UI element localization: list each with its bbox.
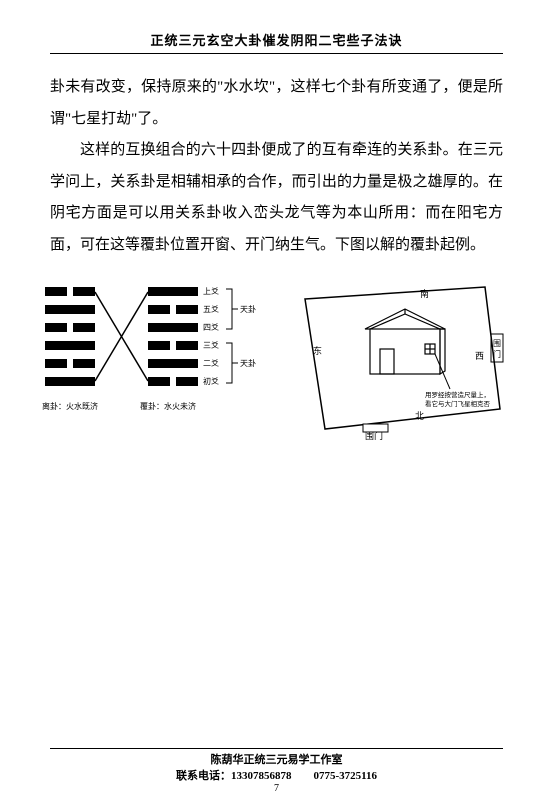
right-hexagram	[148, 287, 198, 386]
house-diagram: 南 东 西 北 围门 围 门 用罗经按营造尺量上， 看它与大门飞星相克否	[285, 279, 510, 454]
left-hex-caption: 离卦：火水既济	[42, 401, 98, 411]
bracket-bottom	[226, 343, 238, 383]
dir-north: 北	[415, 411, 424, 421]
bracket-top-label: 天卦	[240, 304, 256, 314]
note-arrow	[435, 354, 450, 389]
diagram-area: 上爻 五爻 四爻 三爻 二爻 初爻 天卦 天卦 离卦：火水既济 覆卦：水火未济	[50, 279, 503, 459]
page-container: 正统三元玄空大卦催发阴阳二宅些子法诀 卦未有改变，保持原来的"水水坎"，这样七个…	[0, 0, 553, 802]
gate-label-2a: 围	[493, 339, 501, 348]
footer: 陈葫华正统三元易学工作室 联系电话：13307856878 0775-37251…	[0, 748, 553, 794]
page-number: 7	[0, 783, 553, 794]
footer-workshop: 陈葫华正统三元易学工作室	[50, 748, 503, 767]
yao-label-1: 五爻	[203, 305, 219, 314]
yao-labels: 上爻 五爻 四爻 三爻 二爻 初爻	[203, 287, 219, 386]
right-hex-caption: 覆卦：水火未济	[140, 401, 196, 411]
header-title: 正统三元玄空大卦催发阴阳二宅些子法诀	[50, 30, 503, 54]
yao-label-4: 二爻	[203, 359, 219, 368]
paragraph-2: 这样的互换组合的六十四卦便成了的互有牵连的关系卦。在三元学问上，关系卦是相辅相承…	[50, 135, 503, 261]
house-shape	[365, 309, 445, 374]
yao-label-5: 初爻	[203, 376, 219, 386]
footer-contact: 联系电话：13307856878 0775-3725116	[0, 767, 553, 783]
dir-south: 南	[420, 288, 429, 299]
left-hexagram	[45, 287, 95, 386]
note-line-1: 用罗经按营造尺量上，	[425, 390, 490, 399]
yao-label-3: 三爻	[203, 341, 219, 350]
yao-label-0: 上爻	[203, 287, 219, 296]
hexagram-diagram: 上爻 五爻 四爻 三爻 二爻 初爻 天卦 天卦 离卦：火水既济 覆卦：水火未济	[40, 279, 280, 454]
bracket-bottom-label: 天卦	[240, 358, 256, 368]
gate-opening	[363, 424, 388, 432]
dir-east: 东	[313, 345, 322, 356]
bracket-top	[226, 289, 238, 329]
dir-west: 西	[475, 351, 484, 361]
paragraph-1: 卦未有改变，保持原来的"水水坎"，这样七个卦有所变通了，便是所谓"七星打劫"了。	[50, 72, 503, 135]
body-text: 卦未有改变，保持原来的"水水坎"，这样七个卦有所变通了，便是所谓"七星打劫"了。…	[50, 72, 503, 261]
yao-label-2: 四爻	[203, 323, 219, 332]
gate-label-2b: 门	[493, 349, 501, 359]
note-line-2: 看它与大门飞星相克否	[425, 399, 491, 408]
